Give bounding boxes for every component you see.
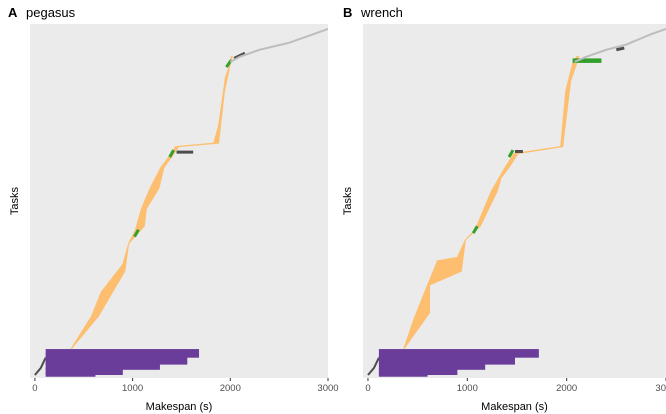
green-segment xyxy=(471,225,479,234)
plot-area xyxy=(34,28,328,377)
early-gray-line xyxy=(367,357,380,376)
x-tick-label: 2000 xyxy=(556,383,577,394)
purple-block xyxy=(378,371,428,377)
purple-block xyxy=(45,355,188,365)
panel-letter: A xyxy=(8,5,18,20)
late-gray-line xyxy=(574,28,666,63)
purple-block xyxy=(45,362,160,370)
green-segment xyxy=(133,228,140,238)
y-axis-title: Tasks xyxy=(9,186,21,215)
x-axis-title: Makespan (s) xyxy=(146,401,213,413)
green-segment xyxy=(507,149,515,158)
purple-block xyxy=(45,349,200,358)
purple-block xyxy=(378,362,486,370)
plot-background xyxy=(30,24,328,378)
purple-block xyxy=(45,368,123,375)
purple-block xyxy=(378,368,458,375)
panel-letter: B xyxy=(343,5,352,20)
x-tick-label: 1000 xyxy=(122,383,143,394)
panel-a: 0 1000 2000 3000 Makespan (s) Tasks A pegasus xyxy=(8,5,339,413)
purple-block xyxy=(378,355,515,365)
green-segment xyxy=(168,149,175,158)
x-tick-label: 3000 xyxy=(655,383,666,394)
x-tick-label: 2000 xyxy=(220,383,241,394)
panel-title: pegasus xyxy=(26,5,76,20)
plot-background xyxy=(363,24,666,378)
x-tick-label: 0 xyxy=(365,383,370,394)
green-bar xyxy=(572,58,602,63)
dark-segment xyxy=(616,46,625,52)
x-tick-label: 3000 xyxy=(317,383,338,394)
purple-block xyxy=(378,349,539,358)
orange-band xyxy=(403,56,580,350)
x-tick-label: 1000 xyxy=(457,383,478,394)
y-axis-title: Tasks xyxy=(342,186,354,215)
x-tick-label: 0 xyxy=(32,383,37,394)
x-axis-title: Makespan (s) xyxy=(481,401,548,413)
purple-block xyxy=(45,371,96,377)
plot-area xyxy=(367,28,666,377)
late-gray-line xyxy=(229,28,328,63)
early-gray-line xyxy=(34,357,47,376)
panel-title: wrench xyxy=(360,5,403,20)
